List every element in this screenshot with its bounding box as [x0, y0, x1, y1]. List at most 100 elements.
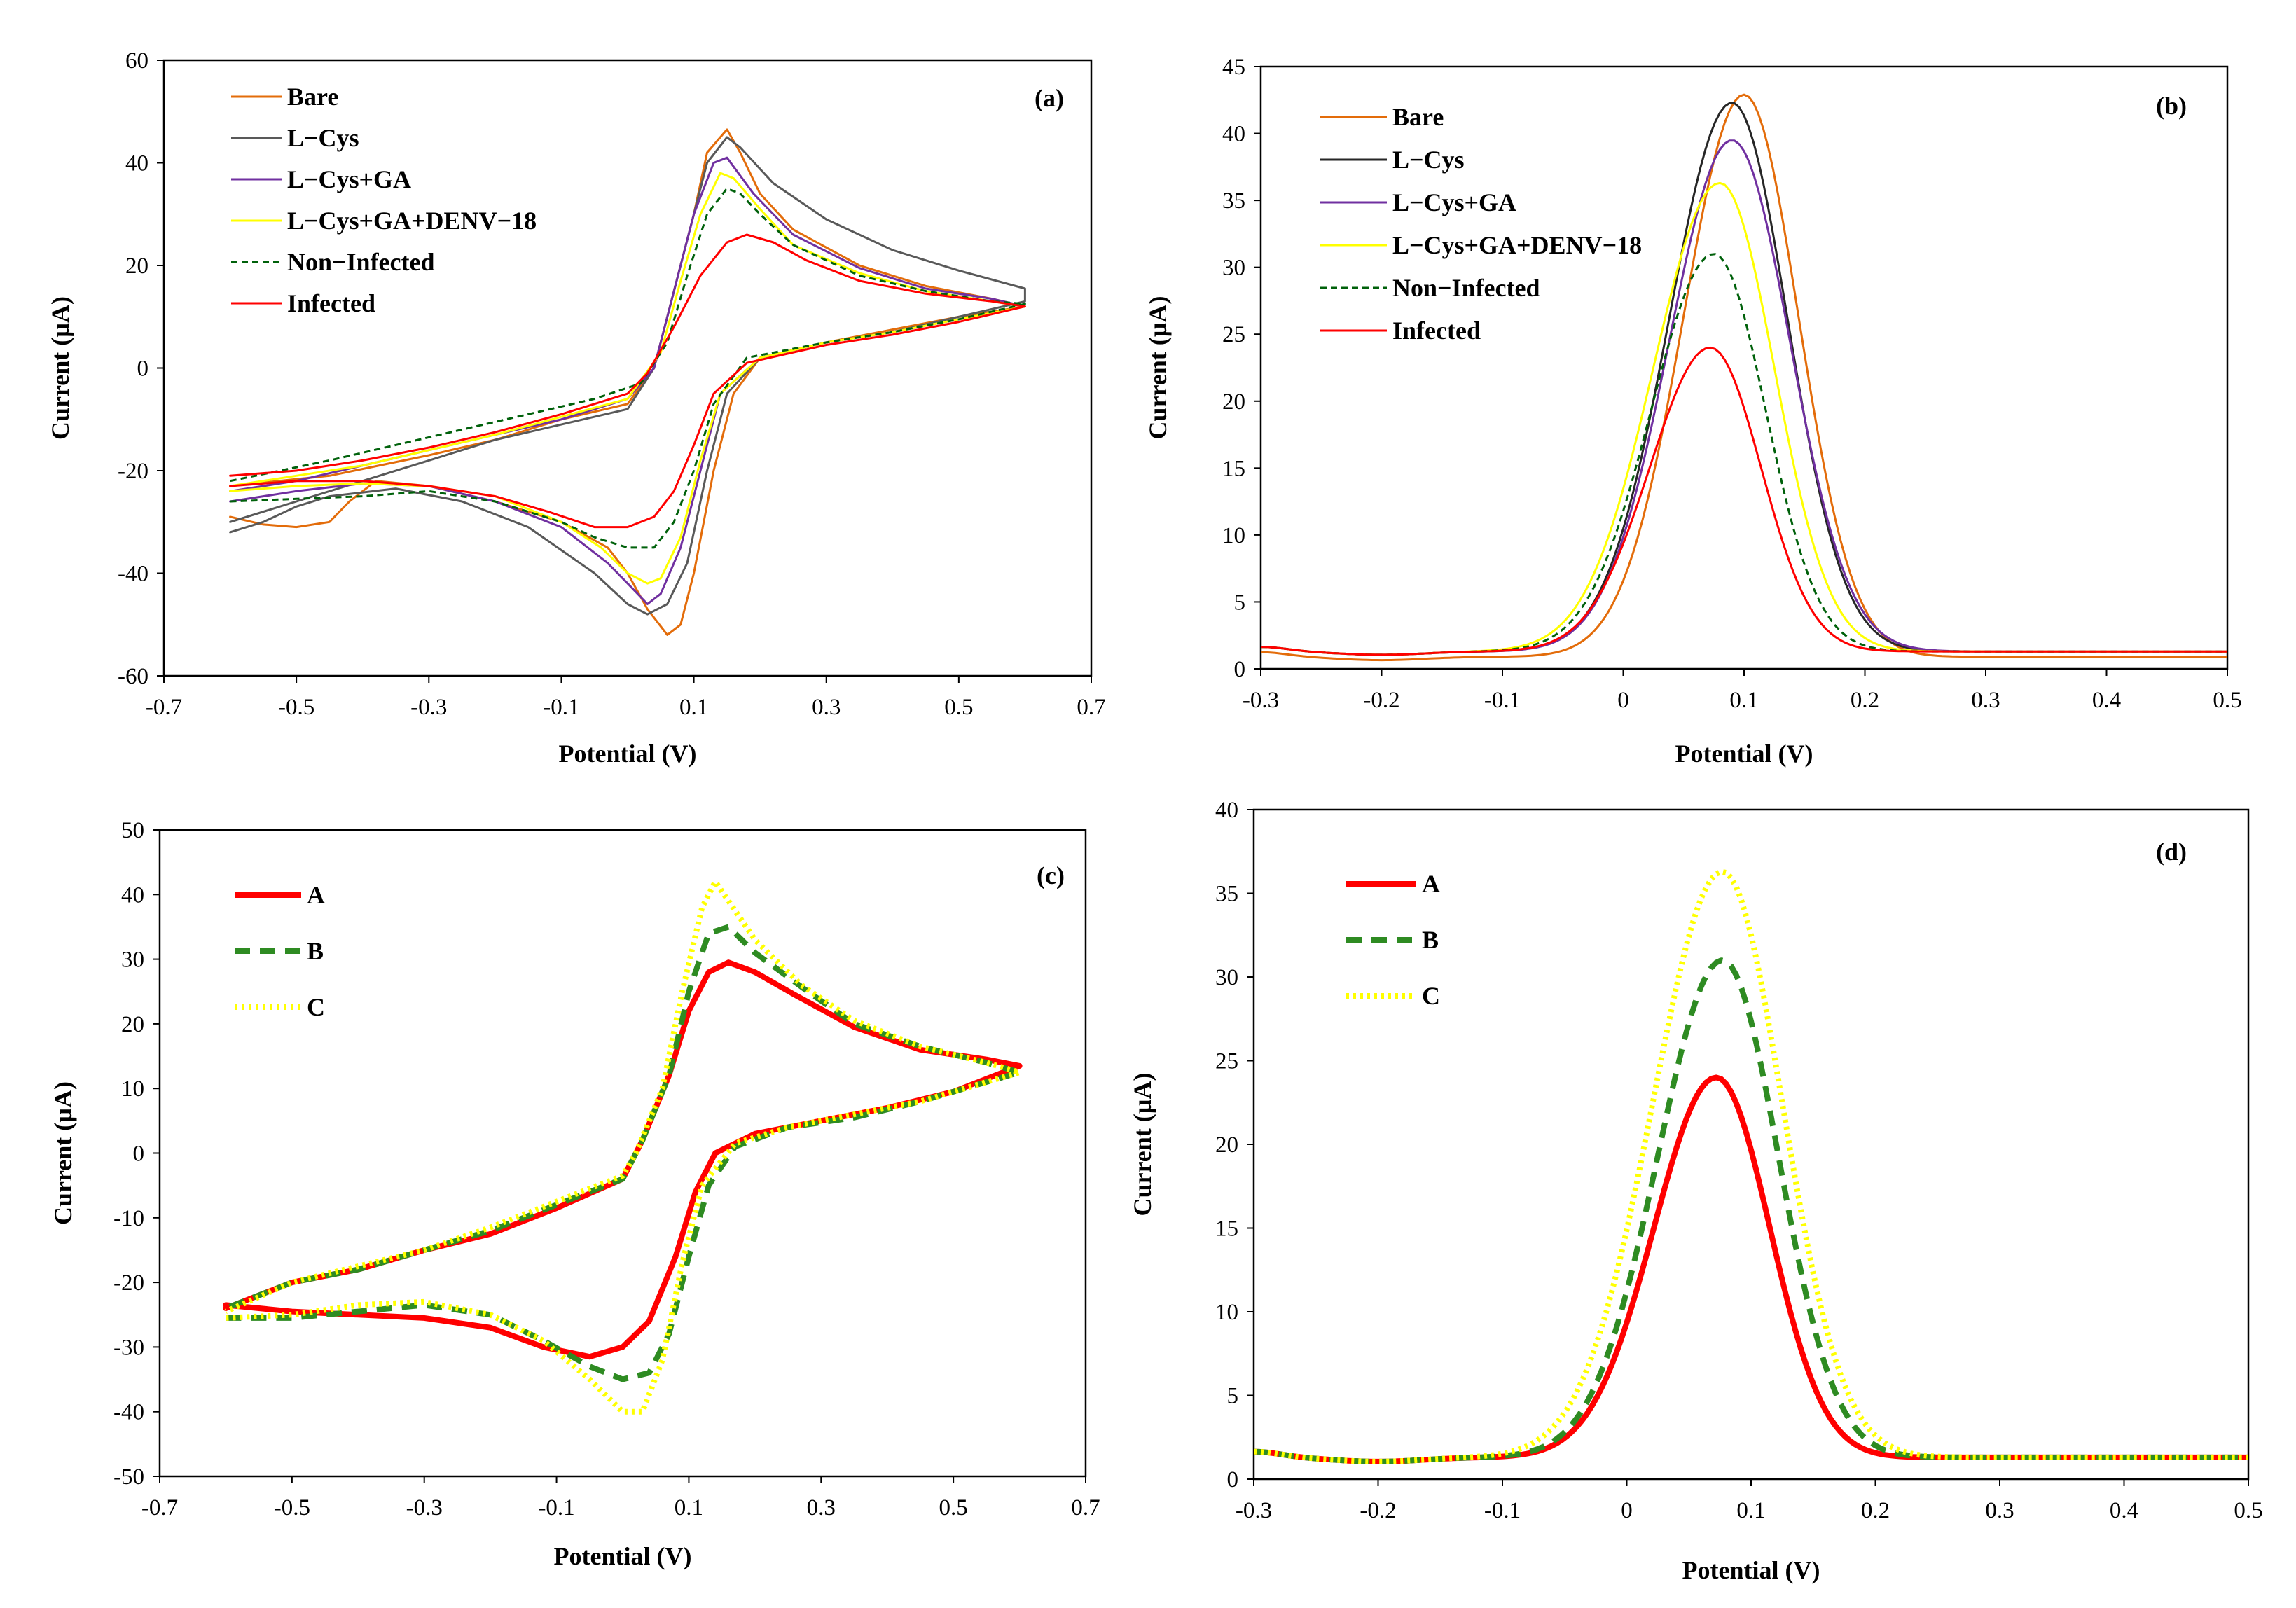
x-tick-label: -0.1 — [1484, 1498, 1521, 1523]
series-line-non-infected — [230, 187, 1026, 549]
y-axis-title: Current (µA) — [1144, 296, 1172, 439]
y-tick-label: 0 — [1227, 1467, 1239, 1492]
legend: ABC — [1346, 870, 1440, 1010]
y-tick-label: 20 — [1222, 389, 1245, 415]
series-line-bare — [1261, 93, 2227, 662]
panel-label: (d) — [2156, 838, 2187, 866]
x-tick-label: 0.1 — [675, 1495, 703, 1520]
y-tick-label: 10 — [1222, 523, 1245, 548]
y-tick-label: 15 — [1215, 1217, 1238, 1242]
legend-label: L−Cys — [1392, 146, 1465, 174]
legend-label: L−Cys+GA+DENV−18 — [287, 207, 537, 235]
x-tick-label: 0.5 — [944, 695, 973, 720]
legend-label: Infected — [1392, 317, 1481, 345]
y-tick-label: 5 — [1227, 1384, 1239, 1409]
legend-label: Non−Infected — [1392, 274, 1540, 302]
x-tick-label: -0.1 — [1484, 688, 1521, 713]
series-line-l-cys-ga-denv-18 — [229, 172, 1026, 585]
y-tick-label: 15 — [1222, 456, 1245, 481]
y-tick-label: -50 — [113, 1464, 144, 1490]
legend-label: B — [307, 937, 324, 965]
y-tick-label: 35 — [1215, 882, 1238, 907]
legend-label: C — [307, 993, 325, 1021]
y-tick-label: 20 — [121, 1012, 144, 1037]
y-tick-label: -60 — [118, 664, 148, 689]
y-tick-label: 20 — [125, 254, 148, 279]
y-tick-label: 45 — [1222, 55, 1245, 80]
x-tick-label: -0.3 — [1236, 1498, 1272, 1523]
series-line-c — [1254, 868, 2248, 1464]
series-line-b — [1254, 957, 2248, 1464]
legend: Bare L−Cys L−Cys+GA L−Cys+GA+DENV−18 Non−Inf… — [231, 83, 537, 317]
chart-panel-d: 0 5 10 15 20 25 30 35 40 -0.3 -0.2 -0.1 0 0.1 0.2 0.3 0.… — [1128, 798, 2263, 1584]
x-tick-label: -0.7 — [141, 1495, 178, 1520]
legend-label: Bare — [287, 83, 338, 111]
chart-panel-b: 0 5 10 15 20 25 30 35 40 45 -0.3 -0.2 -0.1 0 0.1 0.2 0.3… — [1144, 55, 2242, 768]
x-tick-label: -0.7 — [146, 695, 182, 720]
x-tick-label: -0.2 — [1363, 688, 1399, 713]
series-line-infected — [229, 233, 1026, 529]
x-tick-label: 0 — [1621, 1498, 1633, 1523]
x-tick-label: 0.5 — [2213, 688, 2241, 713]
legend-label: A — [307, 881, 325, 909]
x-tick-label: -0.3 — [1243, 688, 1279, 713]
legend-label: B — [1422, 926, 1439, 954]
y-tick-label: 25 — [1215, 1049, 1238, 1074]
x-axis-title: Potential (V) — [1675, 740, 1813, 768]
y-tick-label: 5 — [1234, 590, 1246, 615]
x-tick-label: 0.5 — [939, 1495, 968, 1520]
y-tick-label: 10 — [1215, 1300, 1238, 1325]
panel-label: (b) — [2156, 92, 2187, 120]
x-tick-label: 0.1 — [679, 695, 708, 720]
y-tick-label: 50 — [121, 818, 144, 843]
y-tick-label: 60 — [125, 48, 148, 74]
legend-label: A — [1422, 870, 1440, 898]
x-tick-label: -0.5 — [278, 695, 314, 720]
x-tick-label: 0.1 — [1736, 1498, 1765, 1523]
panel-label: (a) — [1035, 84, 1064, 112]
y-axis-title: Current (µA) — [46, 296, 74, 440]
x-tick-label: 0.1 — [1729, 688, 1758, 713]
y-tick-label: 30 — [1215, 965, 1238, 990]
series-line-non-infected — [1261, 253, 2227, 656]
y-tick-label: 0 — [137, 356, 149, 382]
x-tick-label: 0.2 — [1861, 1498, 1890, 1523]
x-tick-label: 0.4 — [2092, 688, 2121, 713]
legend-label: L−Cys+GA — [287, 165, 411, 193]
y-tick-label: -40 — [118, 562, 148, 587]
y-tick-label: 40 — [121, 882, 144, 908]
x-tick-label: 0.3 — [812, 695, 841, 720]
chart-panel-a: -60 -40 -20 0 20 40 60 -0.7 -0.5 -0.3 -0.1 0.1 0.3 0.… — [46, 48, 1106, 768]
x-tick-label: 0.7 — [1071, 1495, 1100, 1520]
y-tick-label: 35 — [1222, 188, 1245, 214]
y-tick-label: 20 — [1215, 1132, 1238, 1158]
series-line-c — [224, 878, 1023, 1415]
legend-label: L−Cys — [287, 124, 359, 152]
series-line-infected — [1261, 346, 2227, 656]
legend: Bare L−Cys L−Cys+GA L−Cys+GA+DENV−18 Non−Inf… — [1320, 103, 1642, 345]
x-axis-title: Potential (V) — [1682, 1556, 1820, 1584]
x-tick-label: 0.2 — [1851, 688, 1879, 713]
legend-label: Bare — [1392, 103, 1444, 131]
x-tick-label: -0.1 — [543, 695, 579, 720]
y-tick-label: 25 — [1222, 322, 1245, 347]
x-tick-label: 0 — [1617, 688, 1629, 713]
x-tick-label: -0.3 — [410, 695, 447, 720]
series-line-l-cys-ga — [1261, 139, 2227, 656]
legend-label: L−Cys+GA — [1392, 188, 1516, 216]
y-tick-label: 30 — [1222, 256, 1245, 281]
y-tick-label: 0 — [1234, 657, 1246, 682]
series-line-l-cys — [229, 136, 1026, 616]
y-tick-label: -40 — [113, 1400, 144, 1425]
legend: ABC — [235, 881, 325, 1021]
y-tick-label: 40 — [1215, 798, 1238, 823]
y-tick-label: -10 — [113, 1206, 144, 1231]
y-tick-label: 10 — [121, 1076, 144, 1102]
series-line-a — [1254, 1074, 2248, 1464]
x-tick-label: 0.3 — [1971, 688, 2000, 713]
y-tick-label: 40 — [1222, 122, 1245, 147]
y-tick-label: -20 — [118, 459, 148, 484]
x-axis-title: Potential (V) — [559, 740, 697, 768]
legend-label: C — [1422, 982, 1440, 1010]
